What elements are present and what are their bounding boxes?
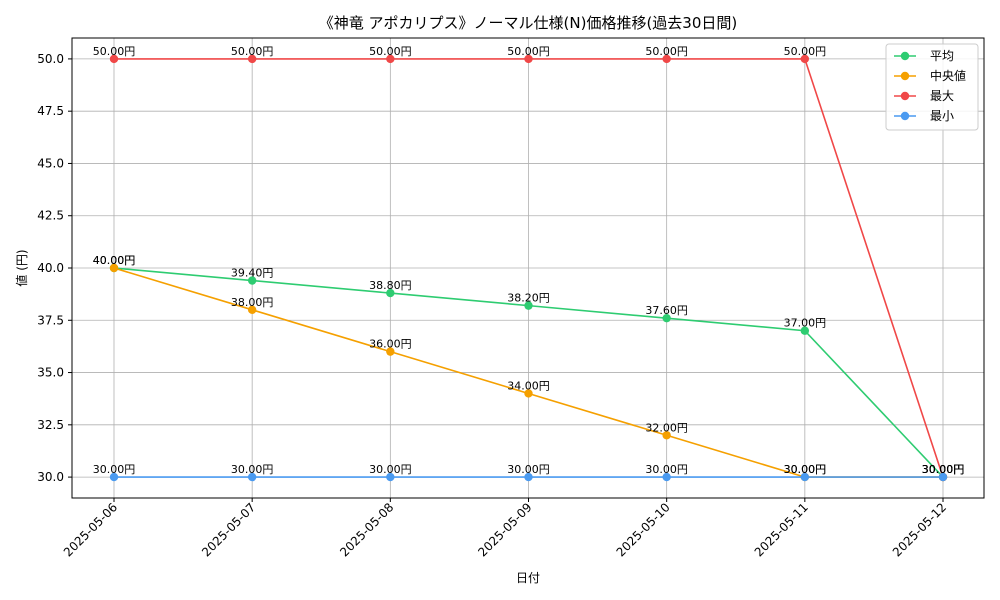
data-label: 32.00円 (645, 421, 688, 434)
data-label: 30.00円 (922, 463, 965, 476)
data-point (524, 54, 533, 64)
data-label: 38.00円 (231, 296, 274, 309)
data-label: 50.00円 (93, 45, 136, 58)
data-label: 30.00円 (922, 463, 965, 476)
legend-swatch-marker (900, 111, 910, 121)
y-axis: 30.0 32.5 35.0 37.5 40.0 42.5 45.0 47.5 50.0 (37, 52, 72, 484)
data-label: 30.00円 (645, 463, 688, 476)
grid (72, 38, 984, 498)
y-tick-label: 47.5 (37, 104, 64, 118)
data-label: 30.00円 (922, 463, 965, 476)
chart-title: 《神竜 アポカリプス》ノーマル仕様(N)価格推移(過去30日間) (319, 14, 738, 32)
data-point (386, 347, 395, 356)
y-tick-label: 40.0 (37, 261, 64, 275)
data-label: 30.00円 (507, 463, 550, 476)
data-point (247, 472, 257, 482)
data-point (109, 472, 119, 482)
data-point (938, 472, 948, 482)
data-point (800, 54, 810, 64)
data-label: 50.00円 (507, 45, 550, 58)
x-tick-label: 2025-05-07 (199, 500, 258, 559)
legend-label: 中央値 (930, 68, 966, 83)
data-label: 30.00円 (784, 463, 827, 476)
data-label: 38.20円 (507, 292, 550, 305)
data-point (386, 472, 395, 482)
data-point (524, 301, 533, 310)
y-tick-label: 32.5 (37, 418, 64, 432)
y-tick-label: 30.0 (37, 470, 64, 484)
data-label: 34.00円 (507, 379, 550, 392)
x-tick-label: 2025-05-10 (614, 500, 673, 559)
data-label: 36.00円 (369, 338, 412, 351)
x-tick-label: 2025-05-11 (752, 500, 811, 559)
data-point (247, 276, 257, 285)
y-tick-label: 35.0 (37, 366, 64, 380)
y-tick-label: 45.0 (37, 156, 64, 170)
legend-label: 最大 (930, 89, 954, 103)
y-axis-label: 値 (円) (14, 249, 29, 286)
x-axis-label: 日付 (516, 571, 540, 585)
data-point (386, 288, 395, 298)
data-labels: 40.00円 39.40円 38.80円 38.20円 37.60円 37.00円 30.0… (93, 45, 965, 476)
legend-swatch-marker (900, 71, 910, 81)
series-lines (109, 54, 948, 482)
data-point (524, 472, 533, 482)
data-label: 50.00円 (784, 45, 827, 58)
x-tick-label: 2025-05-06 (61, 500, 120, 559)
data-label: 30.00円 (231, 463, 274, 476)
legend-label: 平均 (930, 49, 954, 63)
data-label: 50.00円 (231, 45, 274, 58)
data-label: 30.00円 (784, 463, 827, 476)
data-point (109, 263, 119, 273)
data-point (662, 431, 671, 440)
data-label: 37.00円 (784, 317, 827, 330)
data-label: 50.00円 (369, 45, 412, 58)
data-point (524, 389, 533, 398)
legend-swatch-marker (900, 91, 910, 101)
data-label: 30.00円 (93, 463, 136, 476)
data-point (109, 54, 119, 64)
data-label: 30.00円 (369, 463, 412, 476)
data-point (662, 54, 671, 64)
data-point (662, 472, 671, 482)
x-tick-label: 2025-05-09 (475, 500, 534, 559)
y-tick-label: 50.0 (37, 52, 64, 66)
y-tick-label: 37.5 (37, 313, 64, 327)
data-point (386, 54, 395, 64)
legend-label: 最小 (930, 109, 954, 123)
data-label: 38.80円 (369, 279, 412, 292)
data-point (247, 54, 257, 64)
x-tick-label: 2025-05-08 (337, 500, 396, 559)
x-tick-label: 2025-05-12 (890, 500, 949, 559)
data-label: 39.40円 (231, 267, 274, 280)
data-label: 40.00円 (93, 254, 136, 267)
data-label: 40.00円 (93, 254, 136, 267)
data-point (247, 305, 257, 315)
data-point (662, 313, 671, 323)
data-label: 30.00円 (922, 463, 965, 476)
data-point (800, 472, 810, 482)
data-point (800, 326, 810, 335)
legend-box (885, 43, 979, 131)
legend-swatch-marker (900, 51, 910, 61)
y-tick-label: 42.5 (37, 209, 64, 223)
x-axis: 2025-05-06 2025-05-07 2025-05-08 2025-05-09… (61, 498, 949, 559)
data-label: 37.60円 (645, 304, 688, 317)
data-label: 50.00円 (645, 45, 688, 58)
